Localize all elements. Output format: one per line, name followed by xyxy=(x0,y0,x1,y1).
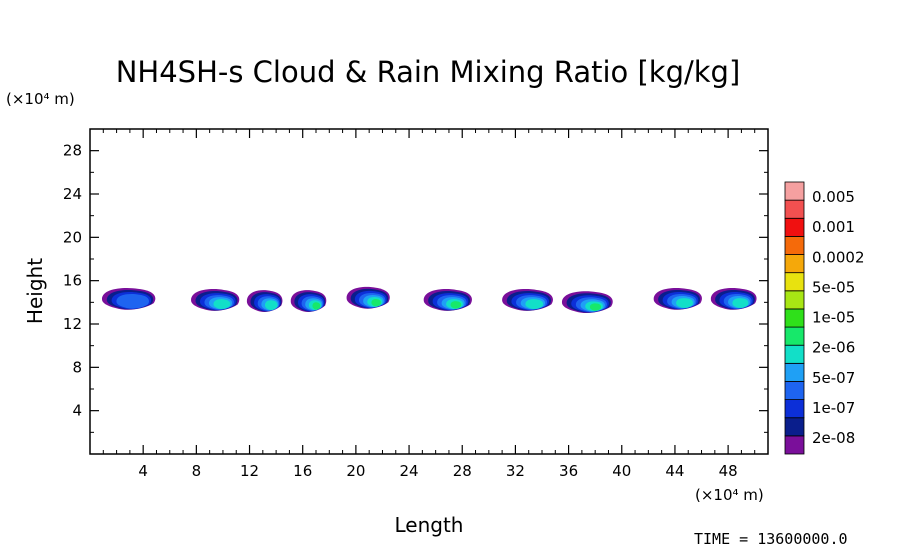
colorbar-label: 5e-05 xyxy=(812,278,855,296)
y-tick-label: 4 xyxy=(72,402,82,420)
cloud-8 xyxy=(561,291,613,314)
cloud-10 xyxy=(710,287,757,310)
colorbar-label: 1e-05 xyxy=(812,309,855,327)
colorbar-swatch xyxy=(784,308,805,328)
y-axis-unit: (×10⁴ m) xyxy=(6,90,75,108)
x-tick-label: 4 xyxy=(138,462,148,480)
y-tick-label: 24 xyxy=(63,185,82,203)
cloud-contour xyxy=(371,299,381,307)
colorbar-swatch xyxy=(784,272,805,292)
x-tick-label: 28 xyxy=(453,462,472,480)
cloud-contour xyxy=(676,298,693,308)
y-tick-label: 20 xyxy=(63,228,82,246)
x-axis: 4 8 12 16 20 24 28 32 36 40 44 48 xyxy=(102,129,756,480)
x-tick-label: 16 xyxy=(293,462,312,480)
colorbar-swatch xyxy=(784,217,805,237)
chart-title: NH4SH-s Cloud & Rain Mixing Ratio [kg/kg… xyxy=(116,55,741,89)
cloud-9 xyxy=(653,287,702,310)
y-tick-label: 16 xyxy=(63,272,82,290)
colorbar-swatch xyxy=(784,326,805,346)
cloud-contour xyxy=(589,303,602,311)
colorbar-swatch xyxy=(784,381,805,401)
colorbar-swatch xyxy=(784,235,805,255)
y-tick-label: 28 xyxy=(63,142,82,160)
colorbar-label: 0.001 xyxy=(812,218,855,236)
cloud-5 xyxy=(346,286,390,309)
plot-frame xyxy=(89,128,769,455)
cloud-3 xyxy=(246,290,283,312)
x-tick-label: 40 xyxy=(612,462,631,480)
x-axis-unit: (×10⁴ m) xyxy=(695,486,764,504)
cloud-contour xyxy=(264,300,278,311)
cloud-contour xyxy=(732,298,749,308)
cloud-contour xyxy=(312,302,321,310)
colorbar-label: 5e-07 xyxy=(812,369,855,387)
x-tick-label: 12 xyxy=(240,462,259,480)
x-axis-label: Length xyxy=(395,513,464,537)
cloud-contour xyxy=(525,299,544,309)
x-tick-label: 32 xyxy=(506,462,525,480)
colorbar-swatch xyxy=(784,417,805,437)
colorbar-swatch xyxy=(784,344,805,364)
colorbar-label: 2e-08 xyxy=(812,429,855,447)
colorbar-swatch xyxy=(784,181,805,201)
cloud-4 xyxy=(290,290,327,312)
cloud-7 xyxy=(502,289,553,311)
colorbar-label: 0.005 xyxy=(812,188,855,206)
x-tick-label: 8 xyxy=(192,462,202,480)
colorbar-swatch xyxy=(784,399,805,419)
y-tick-label: 8 xyxy=(72,358,82,376)
cloud-2 xyxy=(191,289,240,311)
colorbar-label: 2e-06 xyxy=(812,339,855,357)
cloud-6 xyxy=(423,289,472,311)
colorbar-swatch xyxy=(784,435,805,455)
colorbar-swatch xyxy=(784,362,805,382)
colorbar-swatch xyxy=(784,290,805,310)
cloud-contour xyxy=(213,299,231,309)
colorbar-label: 1e-07 xyxy=(812,399,855,417)
colorbar-swatch xyxy=(784,199,805,219)
y-axis: 4 8 12 16 20 24 28 xyxy=(63,142,768,433)
x-tick-label: 24 xyxy=(400,462,419,480)
y-axis-label: Height xyxy=(23,258,47,324)
cloud-contour xyxy=(116,294,150,309)
colorbar-swatch xyxy=(784,254,805,274)
time-label: TIME = 13600000.0 xyxy=(694,530,848,544)
cloud-field xyxy=(101,286,757,314)
cloud-contour xyxy=(450,301,462,309)
x-tick-label: 44 xyxy=(665,462,684,480)
y-tick-label: 12 xyxy=(63,315,82,333)
x-tick-label: 20 xyxy=(346,462,365,480)
cloud-1 xyxy=(101,287,156,310)
x-tick-label: 48 xyxy=(719,462,738,480)
x-tick-label: 36 xyxy=(559,462,578,480)
colorbar: 0.005 0.001 0.0002 5e-05 1e-05 2e-06 5e-07 1e-0… xyxy=(784,181,865,455)
colorbar-label: 0.0002 xyxy=(812,248,865,266)
